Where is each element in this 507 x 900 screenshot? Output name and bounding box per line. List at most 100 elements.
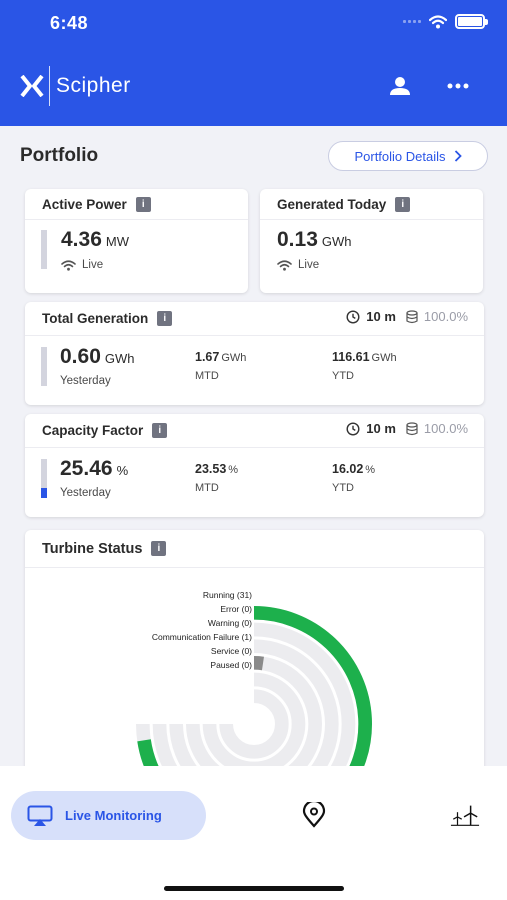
more-options-button[interactable] [444, 72, 472, 100]
value-unit: MW [105, 234, 129, 249]
card-header: Active Power i [25, 189, 248, 220]
availability-label: 100.0% [423, 421, 468, 436]
legend-entry: Paused (0) [210, 660, 252, 670]
period-label: Yesterday [60, 487, 111, 499]
interval-label: 10 m [366, 309, 396, 324]
active-power-card[interactable]: Active Power i 4.36 MW Live [25, 189, 248, 293]
turbine-status-chart [135, 605, 372, 790]
ytd-number: 116.61 [332, 350, 370, 364]
card-header: Capacity Factor i 10 m 100.0% [25, 414, 484, 448]
clock-icon [346, 421, 360, 436]
profile-button[interactable] [386, 72, 414, 100]
database-icon [406, 421, 418, 435]
ytd-value: 16.02% [332, 462, 375, 476]
card-title: Capacity Factor [42, 423, 144, 438]
card-title: Active Power [42, 196, 127, 212]
portfolio-details-button[interactable]: Portfolio Details [328, 141, 488, 171]
mtd-number: 23.53 [195, 462, 227, 476]
live-label: Live [82, 259, 104, 271]
value-unit: GWh [321, 234, 352, 249]
ring-track [219, 689, 289, 759]
user-icon [390, 77, 410, 95]
logo-divider [49, 66, 50, 106]
value-bar [41, 230, 47, 269]
wifi-icon [61, 259, 76, 271]
generated-today-card[interactable]: Generated Today i 0.13 GWh Live [260, 189, 483, 293]
legend-entry: Running (31) [202, 590, 252, 600]
card-title: Turbine Status [42, 540, 143, 557]
mtd-label: MTD [195, 370, 219, 382]
turbine-status-card[interactable]: Turbine Status i Running (31) Error (0) Wa… [25, 530, 484, 790]
wifi-icon [277, 259, 292, 271]
card-title: Generated Today [277, 196, 387, 212]
value-unit: % [116, 463, 129, 478]
interval-label: 10 m [366, 421, 396, 436]
turbines-tab[interactable] [450, 800, 480, 830]
ring-value [253, 655, 264, 671]
availability-label: 100.0% [423, 309, 468, 324]
value-unit: GWh [104, 351, 135, 366]
info-icon[interactable]: i [151, 541, 167, 556]
legend-entry: Warning (0) [207, 618, 252, 628]
cellular-signal-icon [403, 20, 421, 23]
app-header: 6:48 Scipher [0, 0, 507, 126]
app-logo: Scipher [20, 66, 131, 106]
value-number: 0.60 [60, 345, 101, 368]
mtd-unit: % [228, 464, 239, 476]
total-generation-card[interactable]: Total Generation i 10 m 100.0% 0.60 GWh Y… [25, 302, 484, 405]
mtd-unit: GWh [221, 352, 247, 364]
value-bar [41, 347, 47, 386]
info-icon[interactable]: i [157, 311, 173, 326]
value-number: 0.13 [277, 228, 318, 251]
chevron-right-icon [454, 150, 462, 162]
ytd-label: YTD [332, 482, 354, 494]
ring-value [137, 605, 372, 790]
ytd-number: 16.02 [332, 462, 364, 476]
portfolio-details-label: Portfolio Details [354, 148, 446, 164]
legend-entry: Error (0) [220, 604, 252, 614]
card-header: Generated Today i [260, 189, 483, 220]
database-icon [406, 309, 418, 323]
page-title: Portfolio [20, 145, 99, 166]
ytd-value: 116.61 GWh [332, 350, 397, 364]
app-name: Scipher [56, 74, 131, 97]
card-header: Total Generation i 10 m 100.0% [25, 302, 484, 336]
info-icon[interactable]: i [395, 196, 411, 212]
mtd-label: MTD [195, 482, 219, 494]
live-monitoring-label: Live Monitoring [65, 808, 162, 823]
capacity-factor-value: 25.46% [60, 457, 128, 481]
data-meta: 10 m 100.0% [346, 421, 468, 436]
info-icon[interactable]: i [152, 423, 168, 438]
live-label: Live [298, 259, 320, 271]
card-header: Turbine Status i [25, 530, 484, 568]
ring-track [202, 672, 306, 776]
active-power-value: 4.36 MW [61, 228, 129, 252]
live-monitoring-tab[interactable]: Live Monitoring [11, 791, 206, 840]
clock-icon [346, 309, 360, 324]
value-number: 4.36 [61, 228, 102, 251]
ytd-unit: GWh [371, 352, 397, 364]
status-icons [403, 14, 488, 29]
generated-today-value: 0.13 GWh [277, 228, 352, 252]
capacity-factor-bar [41, 459, 47, 498]
legend-entry: Communication Failure (1) [151, 632, 252, 642]
capacity-factor-card[interactable]: Capacity Factor i 10 m 100.0% 25.46% Yes… [25, 414, 484, 517]
capacity-factor-bar-fill [41, 488, 47, 498]
ytd-unit: % [365, 464, 376, 476]
mtd-number: 1.67 [195, 350, 220, 364]
more-horizontal-icon [447, 83, 469, 89]
period-label: Yesterday [60, 375, 111, 387]
location-pin-icon [302, 802, 326, 828]
live-indicator: Live [277, 259, 319, 271]
total-generation-value: 0.60 GWh [60, 345, 135, 369]
turbine-status-legend: Running (31) Error (0) Warning (0) Communic… [152, 588, 252, 672]
card-title: Total Generation [42, 311, 149, 326]
wind-turbine-icon [450, 805, 480, 826]
value-number: 25.46 [60, 457, 113, 480]
info-icon[interactable]: i [135, 196, 151, 212]
map-tab[interactable] [299, 800, 329, 830]
home-indicator [164, 886, 344, 891]
live-indicator: Live [61, 259, 103, 271]
legend-entry: Service (0) [210, 646, 252, 656]
ytd-label: YTD [332, 370, 354, 382]
